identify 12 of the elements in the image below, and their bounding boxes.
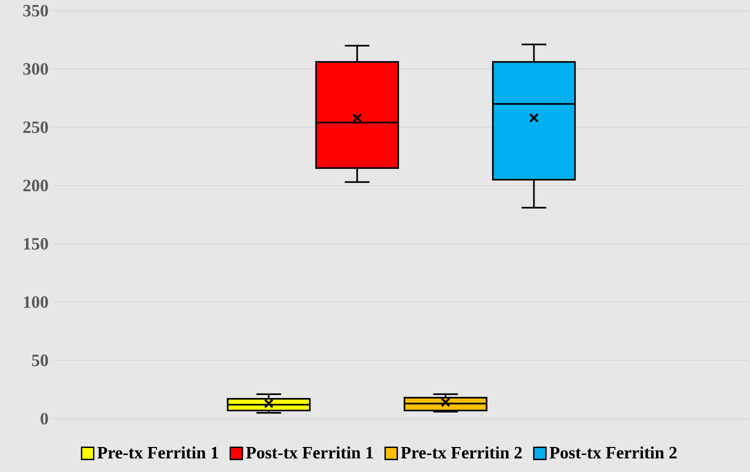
y-tick-label: 150	[24, 238, 48, 250]
y-tick-label: 200	[23, 180, 48, 192]
y-tick-label: 50	[32, 354, 48, 366]
y-tick-label: 250	[23, 121, 48, 134]
legend-label: Post-tx Ferritin 1	[246, 446, 373, 459]
y-tick-label: 300	[23, 63, 48, 75]
legend-label: Post-tx Ferritin 2	[550, 446, 677, 459]
y-tick-label: 0	[40, 412, 48, 425]
legend-label: Pre-tx Ferritin 2	[400, 446, 522, 459]
y-tick-label: 100	[24, 296, 48, 308]
y-tick-label: 350	[23, 4, 48, 17]
legend-label: Pre-tx Ferritin 1	[97, 446, 218, 459]
